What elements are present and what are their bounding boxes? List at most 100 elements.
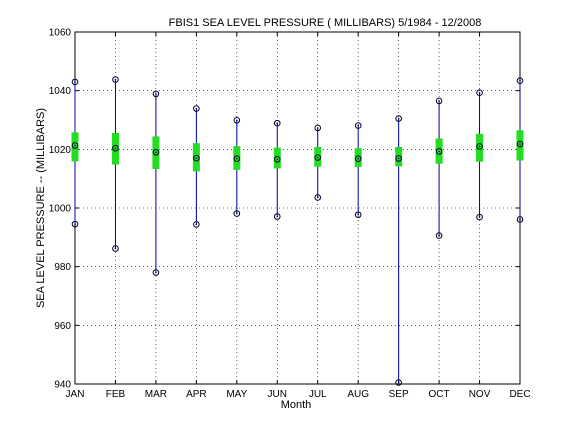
mean-dot-may <box>236 157 238 160</box>
mean-dot-jul <box>316 156 319 159</box>
iqr-box-apr <box>192 143 200 172</box>
min-dot-aug <box>357 213 359 216</box>
mean-dot-feb <box>114 147 117 149</box>
max-marker-feb <box>112 76 119 83</box>
min-marker-may <box>233 210 241 217</box>
min-marker-jun <box>273 213 281 220</box>
mean-dot-nov <box>478 145 481 148</box>
max-marker-may <box>233 116 241 124</box>
max-marker-mar <box>152 90 160 98</box>
mean-dot-apr <box>195 157 198 159</box>
mean-marker-mar <box>152 148 160 156</box>
mean-marker-oct <box>435 148 443 155</box>
y-tick-label: 940 <box>54 380 71 391</box>
min-marker-mar <box>152 269 160 276</box>
max-dot-sep <box>397 117 400 120</box>
min-dot-mar <box>155 271 157 274</box>
min-marker-sep <box>395 379 402 386</box>
mean-dot-dec <box>519 143 521 145</box>
max-marker-jun <box>273 119 281 127</box>
mean-dot-jun <box>276 158 279 161</box>
min-dot-may <box>236 212 238 215</box>
iqr-box-dec <box>516 130 524 161</box>
x-tick-label: SEP <box>389 389 409 400</box>
mean-dot-sep <box>397 157 400 160</box>
min-dot-jul <box>316 196 319 199</box>
min-dot-sep <box>397 381 400 384</box>
min-marker-dec <box>516 216 524 223</box>
x-axis-label: Month <box>281 399 312 411</box>
max-dot-oct <box>438 100 440 102</box>
mean-marker-dec <box>516 140 524 148</box>
y-tick-label: 1020 <box>49 145 72 156</box>
iqr-box-jan <box>71 132 79 162</box>
min-dot-jun <box>276 215 279 218</box>
x-tick-label: MAR <box>145 389 167 400</box>
min-dot-nov <box>478 216 481 218</box>
y-tick-label: 1040 <box>49 86 72 97</box>
y-tick-label: 1060 <box>49 28 72 39</box>
mean-marker-nov <box>476 143 483 150</box>
x-tick-label: JAN <box>66 389 85 400</box>
y-axis-label: SEA LEVEL PRESSURE -- (MILLIBARS) <box>35 108 47 308</box>
chart-title: FBIS1 SEA LEVEL PRESSURE ( MILLIBARS) 5/… <box>169 17 482 29</box>
iqr-box-jun <box>273 147 281 169</box>
mean-marker-apr <box>193 154 200 162</box>
min-dot-apr <box>195 223 198 226</box>
x-tick-label: FEB <box>106 389 126 400</box>
max-marker-jan <box>71 78 79 86</box>
y-tick-label: 960 <box>54 321 71 332</box>
mean-dot-jan <box>74 144 76 147</box>
iqr-box-sep <box>395 146 403 167</box>
iqr-box-aug <box>354 148 362 167</box>
max-dot-jan <box>74 81 76 83</box>
max-dot-may <box>236 119 238 122</box>
min-marker-nov <box>476 213 483 221</box>
max-dot-mar <box>155 93 157 95</box>
min-dot-dec <box>519 218 521 221</box>
y-tick-label: 980 <box>54 262 71 273</box>
x-tick-label: NOV <box>469 389 491 400</box>
max-marker-nov <box>476 89 483 97</box>
plot-area: 940 960 980 1000 1020 1040 1060 JAN FEB MAR APR MAY… <box>49 28 531 401</box>
mean-marker-jun <box>273 156 281 163</box>
x-tick-label: DEC <box>509 389 530 400</box>
max-marker-oct <box>435 97 443 105</box>
mean-dot-oct <box>438 150 440 153</box>
x-tick-label: AUG <box>347 389 369 400</box>
y-tick-label: 1000 <box>49 204 72 215</box>
max-marker-apr <box>193 105 200 112</box>
x-tick-label: MAY <box>226 389 247 400</box>
mean-marker-jan <box>71 142 79 149</box>
max-dot-nov <box>478 91 481 94</box>
min-dot-feb <box>114 247 117 250</box>
max-dot-apr <box>195 107 198 110</box>
x-tick-label: JUL <box>309 389 327 400</box>
min-marker-feb <box>112 245 119 252</box>
max-dot-feb <box>114 78 117 81</box>
min-dot-oct <box>438 234 440 237</box>
min-marker-aug <box>354 211 362 219</box>
max-dot-jul <box>316 127 319 129</box>
max-dot-aug <box>357 124 359 127</box>
mean-marker-jul <box>314 154 322 161</box>
max-marker-sep <box>395 115 402 122</box>
max-marker-aug <box>354 122 362 129</box>
x-tick-label: OCT <box>429 389 450 400</box>
max-marker-jul <box>314 124 322 132</box>
min-dot-jan <box>74 223 76 225</box>
min-marker-jul <box>314 194 322 201</box>
min-marker-apr <box>193 221 200 228</box>
mean-marker-aug <box>354 155 362 163</box>
max-dot-dec <box>519 79 521 82</box>
max-marker-dec <box>516 77 524 84</box>
min-marker-oct <box>435 232 443 239</box>
mean-marker-feb <box>112 144 119 152</box>
mean-marker-may <box>233 155 241 163</box>
axes-frame <box>74 31 521 385</box>
min-marker-jan <box>71 220 79 228</box>
mean-dot-aug <box>357 157 359 160</box>
mean-dot-mar <box>155 151 157 154</box>
